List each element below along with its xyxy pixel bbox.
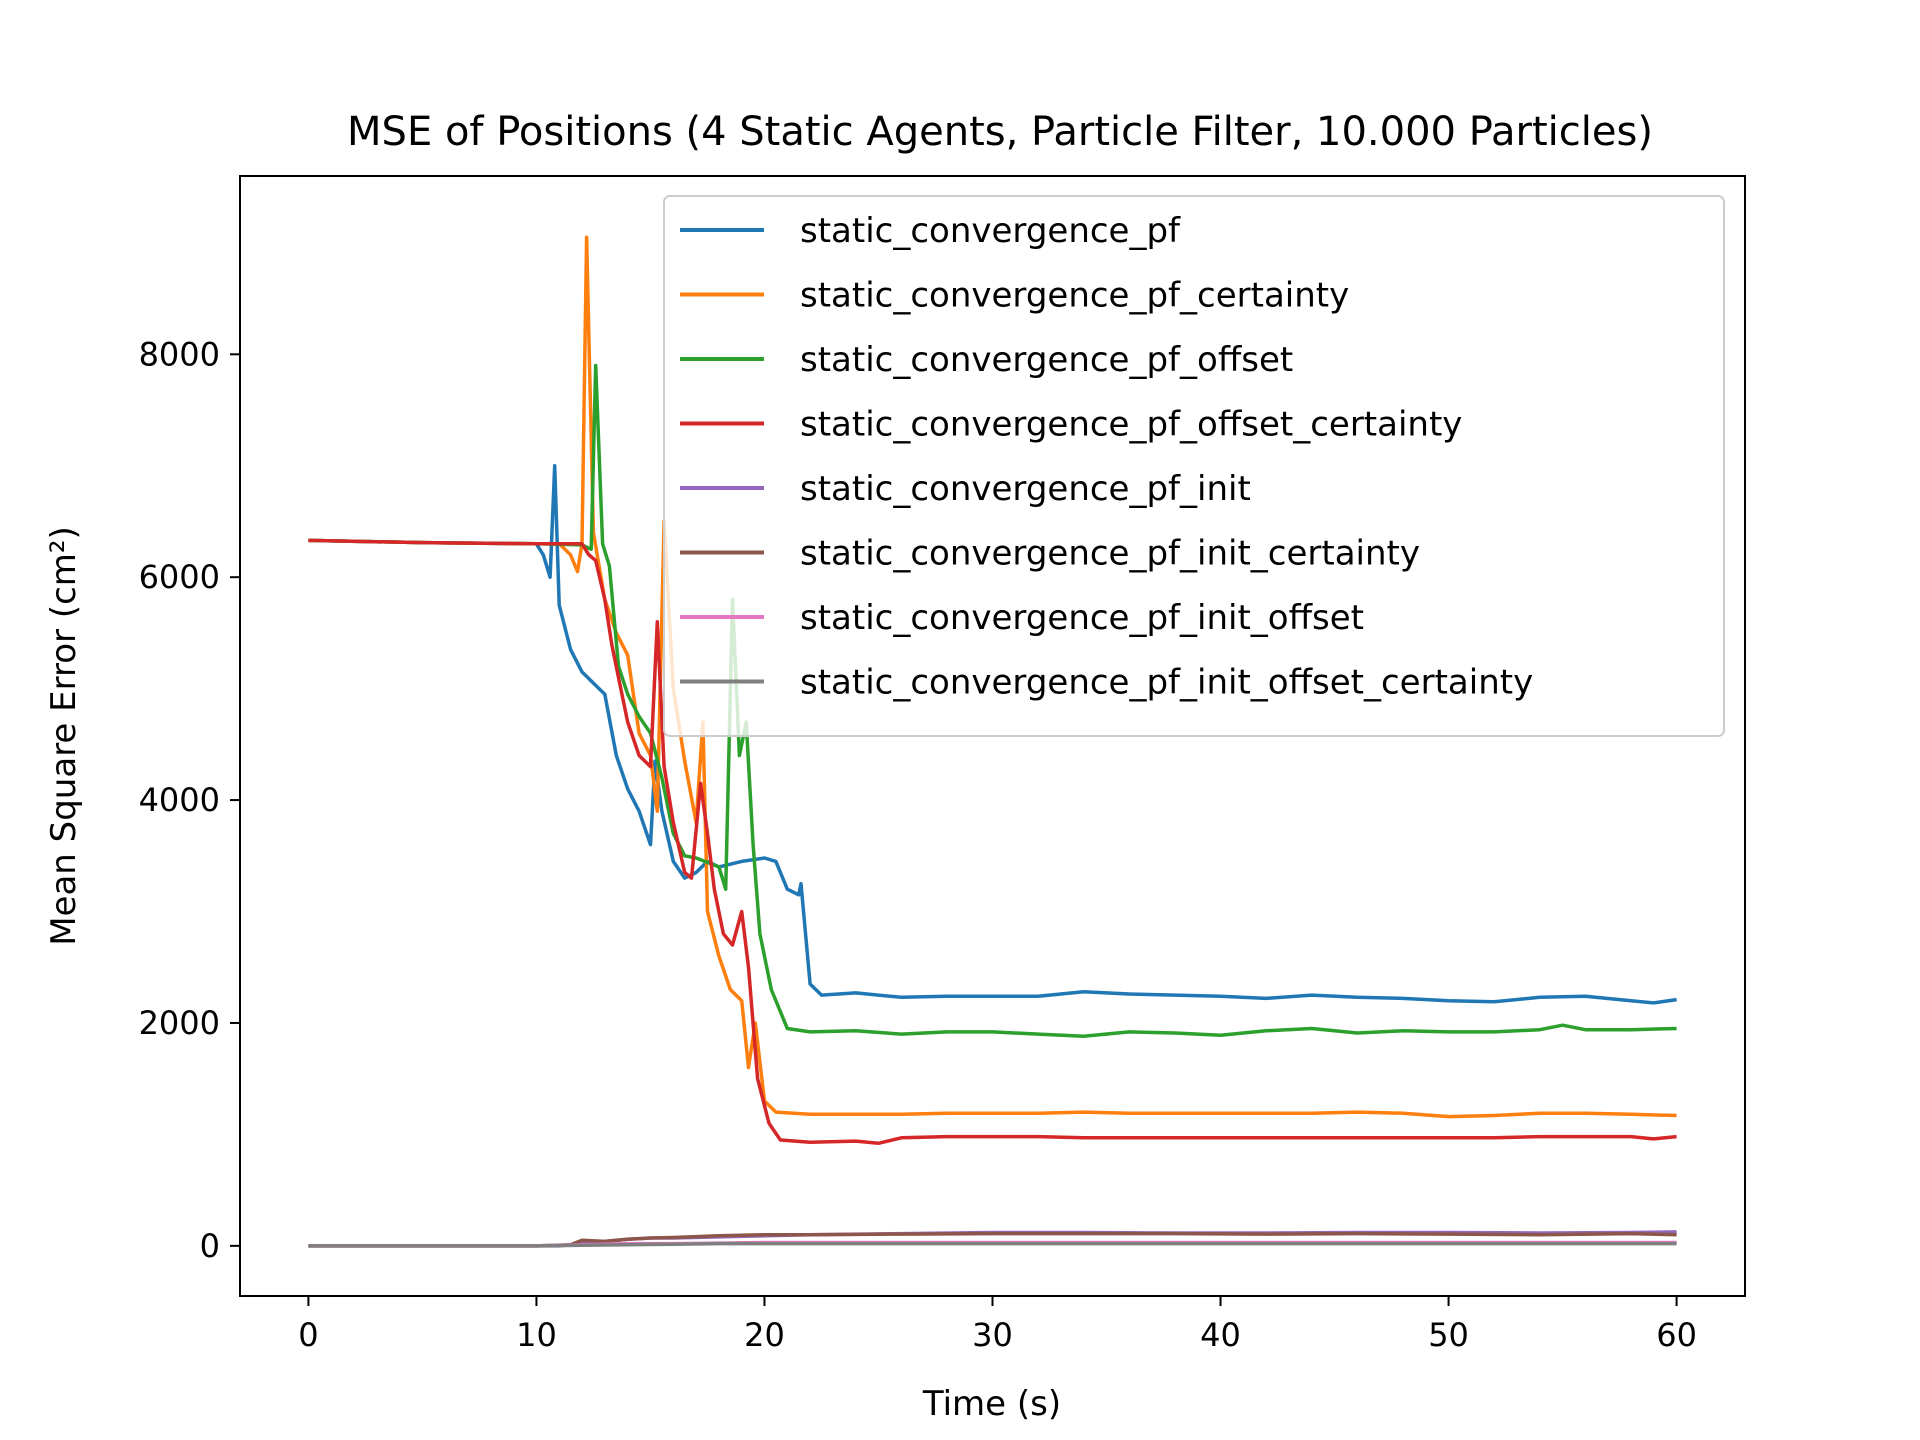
x-tick-label: 20 — [744, 1316, 785, 1354]
chart-title: MSE of Positions (4 Static Agents, Parti… — [347, 109, 1653, 155]
x-tick-label: 60 — [1656, 1316, 1697, 1354]
y-tick-label: 0 — [200, 1227, 220, 1265]
axis-ticks: 0 10 20 30 40 50 60 0 2000 4000 6000 8000 — [139, 335, 1697, 1354]
legend-label: static_convergence_pf_offset_certainty — [800, 405, 1462, 445]
series-line-3 — [308, 363, 1677, 1039]
x-axis-label: Time (s) — [922, 1384, 1061, 1424]
series-line-1 — [308, 464, 1677, 1005]
x-tick-label: 30 — [972, 1316, 1013, 1354]
series-line-8 — [308, 1241, 1677, 1248]
plot-area — [308, 235, 1677, 1248]
x-tick-label: 40 — [1200, 1316, 1241, 1354]
legend-label: static_convergence_pf — [800, 211, 1181, 251]
x-tick-label: 10 — [516, 1316, 557, 1354]
y-tick-label: 2000 — [139, 1004, 220, 1042]
legend-label: static_convergence_pf_certainty — [800, 276, 1349, 316]
legend: static_convergence_pf static_convergence_… — [663, 195, 1725, 737]
x-tick-label: 0 — [298, 1316, 318, 1354]
legend-label: static_convergence_pf_init_offset_certai… — [800, 663, 1533, 703]
y-axis-label: Mean Square Error (cm²) — [44, 526, 84, 946]
legend-label: static_convergence_pf_init_certainty — [800, 534, 1420, 574]
y-tick-label: 4000 — [139, 781, 220, 819]
series-line-4 — [308, 538, 1677, 1146]
y-tick-label: 8000 — [139, 335, 220, 373]
legend-label: static_convergence_pf_offset — [800, 340, 1293, 380]
series-line-6 — [308, 1231, 1677, 1248]
y-tick-label: 6000 — [139, 558, 220, 596]
legend-label: static_convergence_pf_init_offset — [800, 598, 1364, 638]
legend-box — [663, 195, 1725, 737]
x-tick-label: 50 — [1428, 1316, 1469, 1354]
legend-label: static_convergence_pf_init — [800, 469, 1251, 509]
